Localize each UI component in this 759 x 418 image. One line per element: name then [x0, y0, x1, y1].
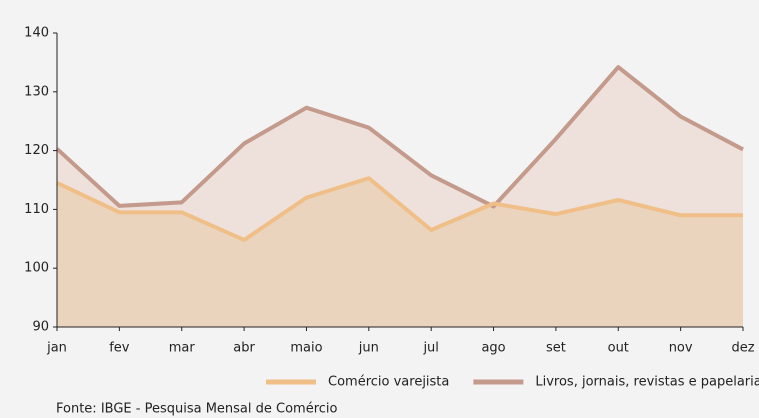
x-tick-label: fev	[109, 341, 130, 356]
x-tick-label: maio	[290, 341, 322, 356]
x-tick-label: abr	[233, 341, 255, 356]
x-tick-label: dez	[731, 341, 754, 356]
y-tick-label: 140	[24, 26, 49, 41]
x-tick-label: ago	[481, 341, 505, 356]
line	[56, 176, 743, 242]
x-tick-label: jul	[422, 341, 438, 356]
y-tick-label: 110	[24, 202, 49, 217]
x-tick-label: jan	[46, 341, 67, 356]
x-tick-label: nov	[669, 341, 693, 356]
y-tick-label: 90	[32, 320, 49, 335]
y-tick-label: 130	[24, 84, 49, 99]
x-tick-label: set	[546, 341, 566, 356]
x-tick-label: out	[608, 341, 629, 356]
area-fill	[57, 178, 743, 327]
y-tick-label: 100	[24, 261, 49, 276]
line	[55, 65, 744, 209]
legend-label: Livros, jornais, revistas e papelaria	[535, 375, 759, 390]
legend-label: Comércio varejista	[328, 375, 449, 390]
y-tick-label: 120	[24, 143, 49, 158]
source: Fonte: IBGE - Pesquisa Mensal de Comérci…	[56, 402, 338, 417]
x-tick-label: jun	[358, 341, 379, 356]
x-tick-label: mar	[169, 341, 196, 356]
